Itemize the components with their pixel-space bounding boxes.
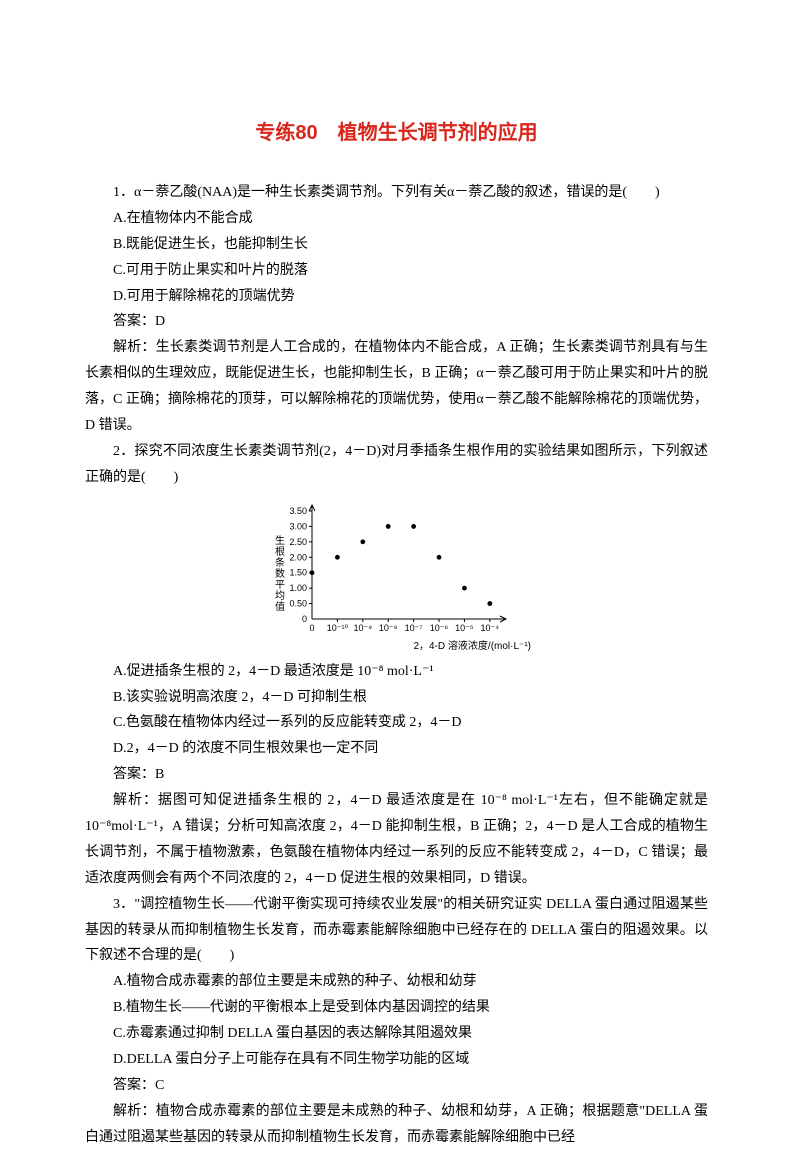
q2-answer: 答案：B <box>85 762 708 788</box>
svg-text:2.00: 2.00 <box>289 552 307 562</box>
svg-text:0: 0 <box>309 623 314 633</box>
chart-x-label: 2，4-D 溶液浓度/(mol·L⁻¹) <box>413 638 531 657</box>
svg-text:3.50: 3.50 <box>289 506 307 516</box>
svg-text:10⁻⁹: 10⁻⁹ <box>353 623 372 633</box>
q2-option-b: B.该实验说明高浓度 2，4－D 可抑制生根 <box>85 685 708 711</box>
svg-text:3.00: 3.00 <box>289 521 307 531</box>
q2-option-c: C.色氨酸在植物体内经过一系列的反应能转变成 2，4－D <box>85 710 708 736</box>
q1-option-b: B.既能促进生长，也能抑制生长 <box>85 232 708 258</box>
q1-option-c: C.可用于防止果实和叶片的脱落 <box>85 258 708 284</box>
svg-text:0: 0 <box>302 614 307 624</box>
page-title: 专练80 植物生长调节剂的应用 <box>85 115 708 152</box>
q3-stem: 3．"调控植物生长——代谢平衡实现可持续农业发展"的相关研究证实 DELLA 蛋… <box>85 892 708 970</box>
q1-stem: 1．α－萘乙酸(NAA)是一种生长素类调节剂。下列有关α－萘乙酸的叙述，错误的是… <box>85 180 708 206</box>
q3-option-b: B.植物生长——代谢的平衡根本上是受到体内基因调控的结果 <box>85 995 708 1021</box>
q3-answer: 答案：C <box>85 1073 708 1099</box>
chart-y-label: 生根条数平均值 <box>268 535 287 612</box>
svg-text:0.50: 0.50 <box>289 598 307 608</box>
svg-text:10⁻⁵: 10⁻⁵ <box>455 623 474 633</box>
q1-option-a: A.在植物体内不能合成 <box>85 206 708 232</box>
svg-text:10⁻¹⁰: 10⁻¹⁰ <box>327 623 349 633</box>
svg-text:10⁻⁸: 10⁻⁸ <box>379 623 398 633</box>
chart-container: 生根条数平均值 0 0.50 1.00 1.50 2.00 2.50 3.00 3.50 0 10… <box>85 497 708 655</box>
q2-option-d: D.2，4－D 的浓度不同生根效果也一定不同 <box>85 736 708 762</box>
svg-text:10⁻⁷: 10⁻⁷ <box>405 623 423 633</box>
q1-option-d: D.可用于解除棉花的顶端优势 <box>85 284 708 310</box>
chart-svg: 0 0.50 1.00 1.50 2.00 2.50 3.00 3.50 0 10⁻¹⁰ 10⁻⁹ 1… <box>274 497 519 645</box>
q2-stem: 2．探究不同浓度生长素类调节剂(2，4－D)对月季插条生根作用的实验结果如图所示… <box>85 439 708 491</box>
svg-text:1.50: 1.50 <box>289 567 307 577</box>
q1-answer: 答案：D <box>85 309 708 335</box>
q2-option-a: A.促进插条生根的 2，4－D 最适浓度是 10⁻⁸ mol·L⁻¹ <box>85 659 708 685</box>
q3-option-c: C.赤霉素通过抑制 DELLA 蛋白基因的表达解除其阻遏效果 <box>85 1021 708 1047</box>
svg-text:10⁻⁴: 10⁻⁴ <box>481 623 500 633</box>
svg-text:10⁻⁶: 10⁻⁶ <box>430 623 449 633</box>
q2-explanation: 解析：据图可知促进插条生根的 2，4－D 最适浓度是在 10⁻⁸ mol·L⁻¹… <box>85 788 708 892</box>
q1-explanation: 解析：生长素类调节剂是人工合成的，在植物体内不能合成，A 正确；生长素类调节剂具… <box>85 335 708 439</box>
svg-text:1.00: 1.00 <box>289 583 307 593</box>
scatter-chart: 生根条数平均值 00.501.001.502.002.503.003.50010… <box>274 497 519 655</box>
q3-explanation: 解析：植物合成赤霉素的部位主要是未成熟的种子、幼根和幼芽，A 正确；根据题意"D… <box>85 1099 708 1151</box>
q3-option-a: A.植物合成赤霉素的部位主要是未成熟的种子、幼根和幼芽 <box>85 969 708 995</box>
svg-text:2.50: 2.50 <box>289 537 307 547</box>
q3-option-d: D.DELLA 蛋白分子上可能存在具有不同生物学功能的区域 <box>85 1047 708 1073</box>
